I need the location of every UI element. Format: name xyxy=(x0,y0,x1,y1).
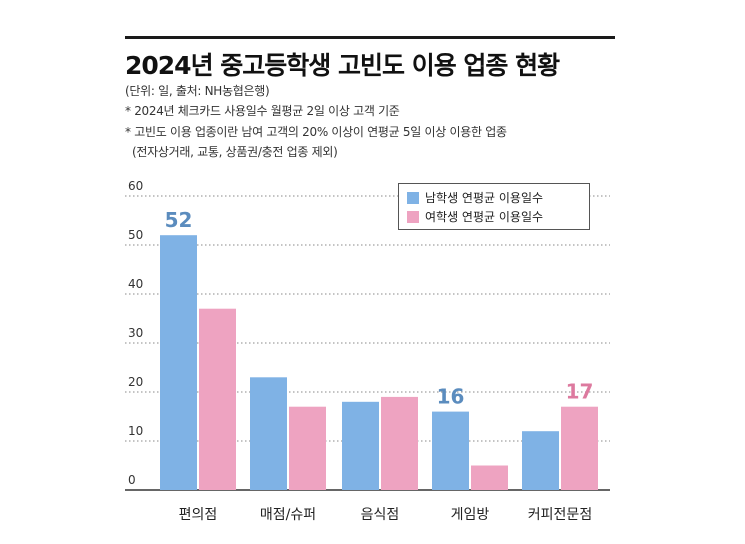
note-exclusion: (전자상거래, 교통, 상품권/충전 업종 제외) xyxy=(125,145,338,159)
legend-swatch-female xyxy=(407,210,419,223)
note-definition: * 고빈도 이용 업종이란 남여 고객의 20% 이상이 연평균 5일 이상 이… xyxy=(125,125,507,139)
bar-female xyxy=(381,396,418,490)
x-category-label: 게임방 xyxy=(451,507,490,523)
legend-swatch-male xyxy=(407,191,419,204)
chart-title: 2024년 중고등학생 고빈도 이용 업종 현황 xyxy=(125,51,560,80)
bar-male xyxy=(250,377,287,490)
data-label: 17 xyxy=(566,380,594,404)
legend-label-male: 남학생 연평균 이용일수 xyxy=(425,191,544,205)
title-rule xyxy=(125,36,615,39)
legend: 남학생 연평균 이용일수 여학생 연평균 이용일수 xyxy=(398,183,590,230)
note-criteria: * 2024년 체크카드 사용일수 월평균 2일 이상 고객 기준 xyxy=(125,104,400,118)
legend-item-male: 남학생 연평균 이용일수 xyxy=(407,188,581,207)
y-tick-label: 30 xyxy=(128,326,143,340)
bar-female xyxy=(289,406,326,490)
bar-male xyxy=(432,411,469,490)
x-category-label: 커피전문점 xyxy=(528,507,592,523)
bar-male xyxy=(342,401,379,490)
bar-female xyxy=(561,406,598,490)
y-tick-label: 50 xyxy=(128,228,143,242)
data-label: 16 xyxy=(437,385,465,409)
y-tick-label: 60 xyxy=(128,179,143,193)
y-tick-label: 40 xyxy=(128,277,143,291)
x-category-label: 편의점 xyxy=(179,507,218,523)
bar-male xyxy=(522,431,559,490)
legend-label-female: 여학생 연평균 이용일수 xyxy=(425,210,544,224)
data-label: 52 xyxy=(165,208,193,232)
y-tick-label: 10 xyxy=(128,424,143,438)
y-tick-label: 20 xyxy=(128,375,143,389)
x-category-label: 음식점 xyxy=(361,507,400,523)
bar-male xyxy=(160,235,197,490)
x-category-label: 매점/슈퍼 xyxy=(260,507,316,523)
bar-female xyxy=(471,465,508,490)
note-unit-source: (단위: 일, 출처: NH농협은행) xyxy=(125,84,270,98)
legend-item-female: 여학생 연평균 이용일수 xyxy=(407,207,581,226)
bar-female xyxy=(199,308,236,490)
y-tick-label: 0 xyxy=(128,473,136,487)
